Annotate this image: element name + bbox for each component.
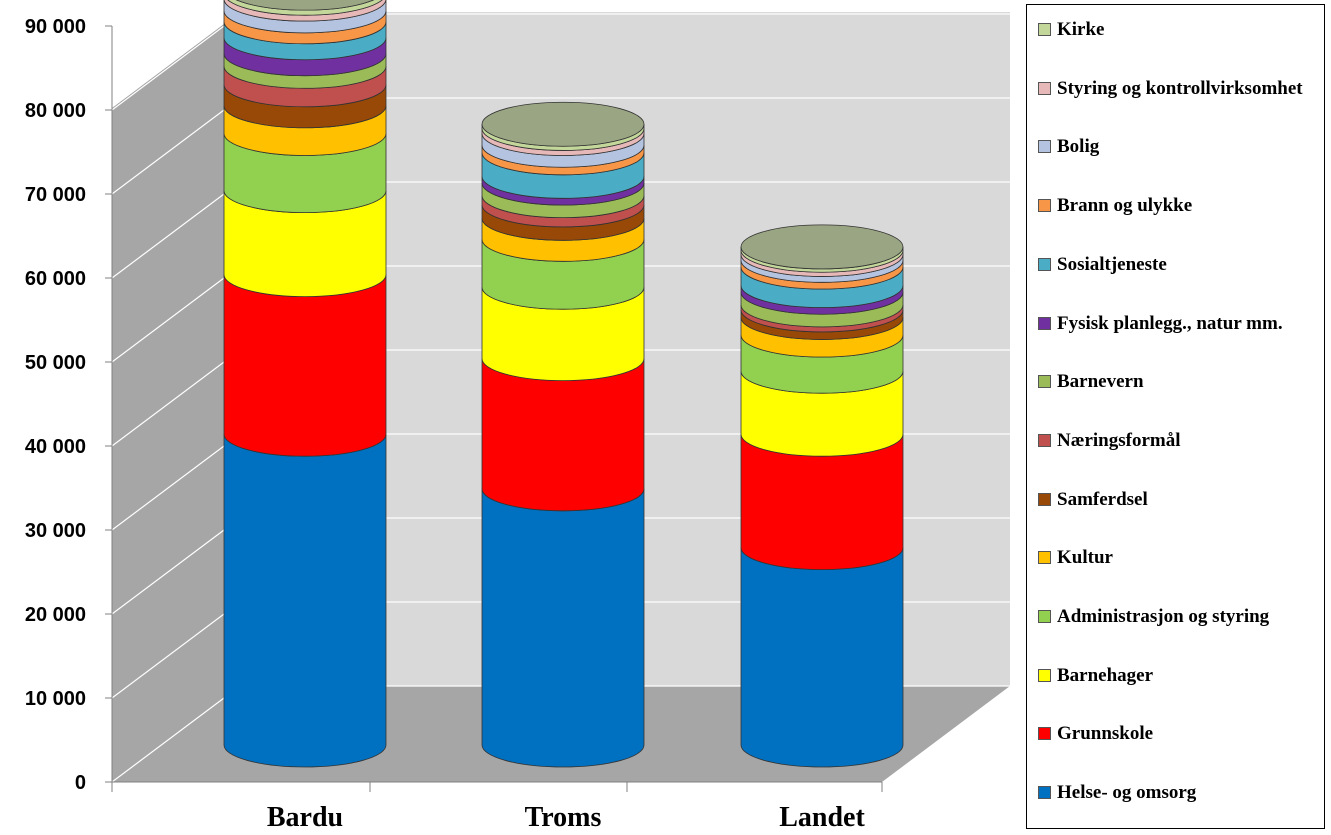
y-tick-label: 70 000 [25,184,86,206]
legend-item: Næringsformål [1038,429,1319,452]
legend-swatch [1038,433,1051,447]
chart-bars [223,0,904,768]
legend-item: Samferdsel [1038,488,1319,511]
legend-label: Næringsformål [1057,429,1181,451]
bar-segment-grunnskole [481,358,645,512]
gridline-side [111,97,241,195]
gridline-side [111,433,241,531]
legend-item: Brann og ulykke [1038,195,1319,217]
x-category-label: Bardu [267,802,343,833]
gridline-side [111,601,241,699]
gridline-side [111,181,241,279]
legend-label: Kultur [1057,547,1113,569]
legend-label: Sosialtjeneste [1057,253,1167,275]
legend-item: Barnevern [1038,371,1319,393]
chart-legend: Kirke Styring og kontrollvirksomhet Bolig B… [1026,4,1325,829]
gridline-side [111,517,241,615]
legend-label: Barnevern [1057,371,1144,393]
legend-label: Grunnskole [1057,723,1154,745]
legend-swatch [1038,23,1051,36]
x-category-label: Landet [779,802,865,833]
x-axis: Bardu Troms Landet [111,781,883,833]
x-category-label: Troms [525,802,602,833]
bar-segment-helse-og-omsorg [481,488,645,768]
gridline-side [111,265,241,363]
legend-swatch [1038,199,1051,213]
legend-label: Fysisk planlegg., natur mm. [1057,312,1283,334]
y-axis: 0 10 000 20 000 30 000 40 000 50 000 60 000 70 … [25,16,113,794]
gridline-side [111,13,241,111]
legend-swatch [1038,786,1051,800]
y-tick-label: 80 000 [25,100,86,122]
y-tick-label: 50 000 [25,352,86,374]
cylinder-top-cap [481,101,645,147]
chart-side-wall [112,12,240,782]
y-tick-label: 60 000 [25,268,86,290]
legend-swatch [1038,551,1051,565]
y-tick-label: 20 000 [25,604,86,626]
y-tick-label: 10 000 [25,688,86,710]
cylinder-top-cap [740,224,904,270]
legend-swatch [1038,140,1051,154]
legend-item: Kultur [1038,547,1319,569]
legend-item: Fysisk planlegg., natur mm. [1038,312,1319,335]
legend-item: Helse- og omsorg [1038,782,1319,804]
legend-label: Bolig [1057,136,1100,158]
cylinder-bardu [223,0,387,768]
cylinder-troms [481,101,645,768]
legend-swatch [1038,668,1051,682]
legend-item: Barnehager [1038,664,1319,687]
legend-label: Brann og ulykke [1057,195,1193,217]
legend-swatch [1038,610,1051,623]
bar-segment-helse-og-omsorg [223,434,387,768]
y-tick-label: 0 [75,772,86,794]
bar-segment-grunnskole [223,274,387,457]
y-tick-label: 30 000 [25,520,86,542]
legend-swatch [1038,727,1051,741]
cylinder-landet [740,224,904,768]
legend-item: Kirke [1038,19,1319,41]
gridline-side [111,349,241,447]
legend-swatch [1038,257,1051,271]
legend-label: Helse- og omsorg [1057,782,1197,804]
legend-label: Barnehager [1057,664,1154,686]
legend-item: Bolig [1038,136,1319,158]
gridline-side [111,0,148,27]
bar-segment-helse-og-omsorg [740,547,904,768]
legend-label: Kirke [1057,19,1105,40]
cylinder-top-cap [235,0,375,11]
y-tick-label: 40 000 [25,436,86,458]
legend-label: Administrasjon og styring [1057,606,1270,627]
stacked-cylinder-chart: 0 10 000 20 000 30 000 40 000 50 000 60 000 70 … [25,0,1010,833]
legend-swatch [1038,81,1051,95]
y-tick-label: 90 000 [25,16,86,38]
legend-swatch [1038,492,1051,506]
legend-swatch [1038,316,1051,330]
legend-label: Styring og kontrollvirksomhet [1057,77,1303,99]
legend-swatch [1038,375,1051,389]
legend-item: Styring og kontrollvirksomhet [1038,77,1319,100]
legend-item: Administrasjon og styring [1038,606,1319,628]
legend-label: Samferdsel [1057,488,1148,510]
gridline-side [111,685,241,783]
legend-item: Grunnskole [1038,723,1319,745]
legend-item: Sosialtjeneste [1038,253,1319,276]
